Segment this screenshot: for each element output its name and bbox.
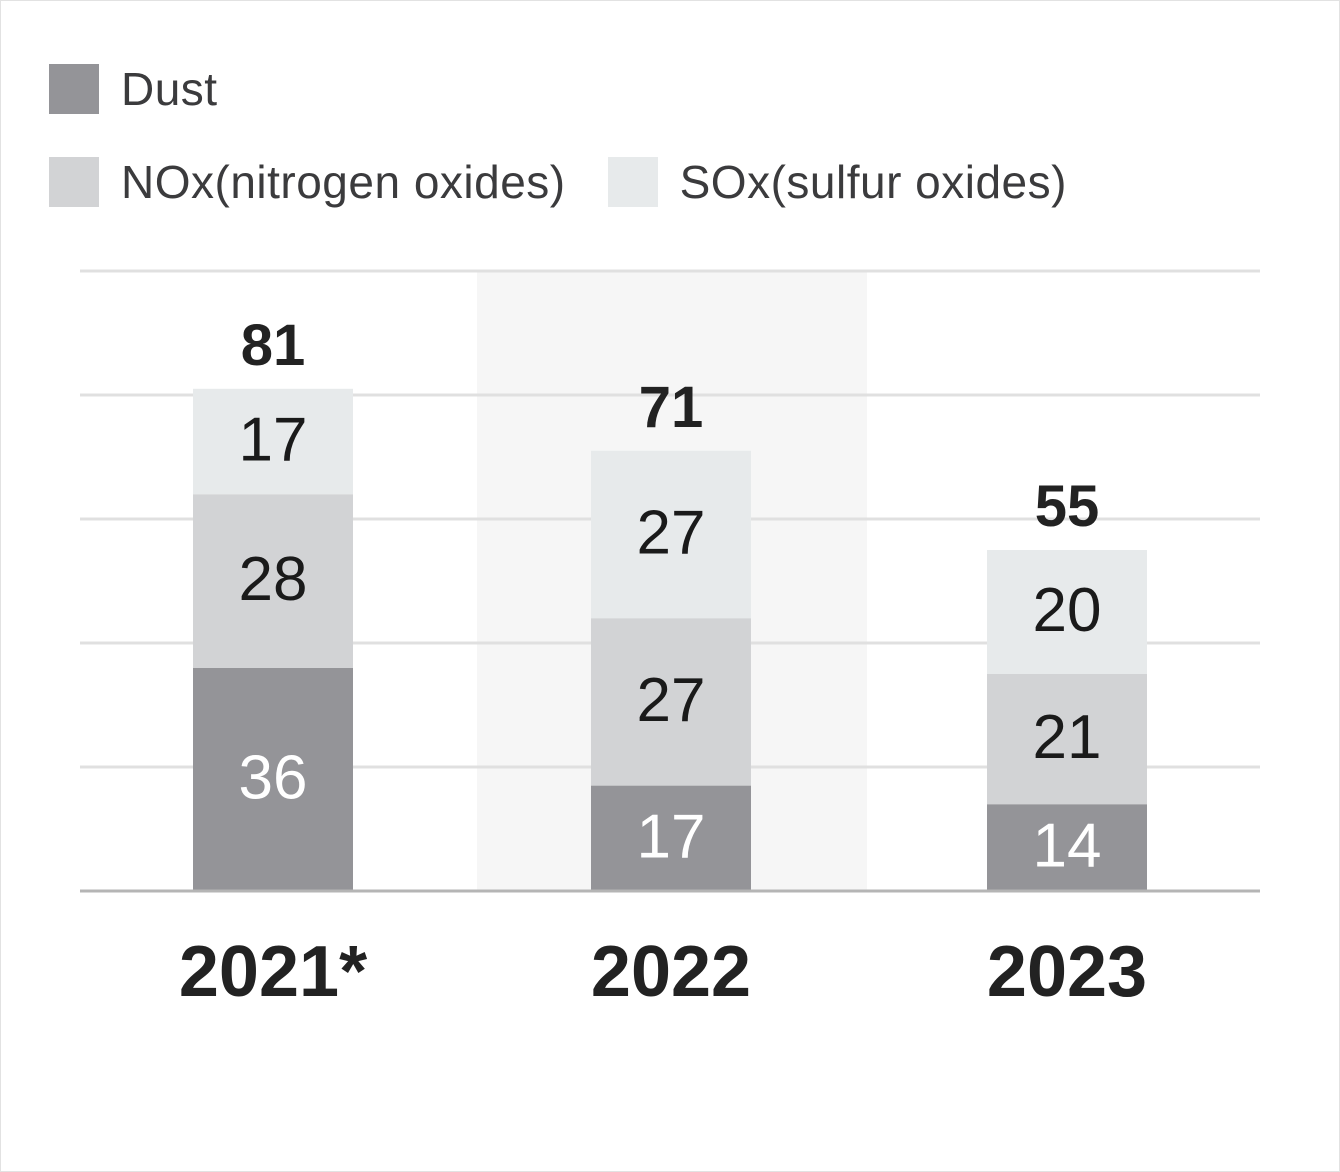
- legend-label-sox: SOx(sulfur oxides): [679, 156, 1067, 208]
- bar-segment-dust: [193, 667, 353, 891]
- legend-row-1: Dust: [49, 62, 260, 116]
- category-label: 2022: [591, 932, 751, 1012]
- legend-item-dust: Dust: [49, 62, 218, 116]
- data-label: 36: [239, 743, 308, 812]
- bar-segment-sox: [193, 388, 353, 495]
- data-label: 27: [637, 499, 706, 568]
- bar-segment-nox: [987, 674, 1147, 805]
- legend-swatch-dust: [49, 64, 99, 114]
- legend-swatch-nox: [49, 157, 99, 207]
- data-label: 21: [1033, 703, 1102, 772]
- bar-segment-sox: [987, 550, 1147, 674]
- legend-swatch-sox: [607, 157, 658, 207]
- bar-segment-nox: [193, 494, 353, 668]
- legend-row-2: NOx(nitrogen oxides) SOx(sulfur oxides): [49, 155, 1109, 209]
- total-label: 55: [1035, 474, 1100, 539]
- data-label: 28: [239, 545, 308, 614]
- category-label: 2021*: [179, 932, 367, 1012]
- data-label: 27: [637, 666, 706, 735]
- total-label: 81: [241, 313, 306, 378]
- total-label: 71: [639, 375, 704, 440]
- data-label: 20: [1033, 576, 1102, 645]
- data-label: 17: [637, 802, 706, 871]
- legend-label-dust: Dust: [121, 63, 218, 115]
- category-label: 2023: [987, 932, 1147, 1012]
- bar-segment-dust: [987, 804, 1147, 891]
- data-label: 17: [239, 406, 308, 475]
- bar-segment-nox: [591, 618, 751, 786]
- bar-segment-dust: [591, 785, 751, 891]
- data-label: 14: [1033, 812, 1102, 881]
- legend-item-sox: SOx(sulfur oxides): [607, 155, 1067, 209]
- legend-label-nox: NOx(nitrogen oxides): [121, 156, 566, 208]
- bar-segment-sox: [591, 450, 751, 619]
- legend-item-nox: NOx(nitrogen oxides): [49, 155, 566, 209]
